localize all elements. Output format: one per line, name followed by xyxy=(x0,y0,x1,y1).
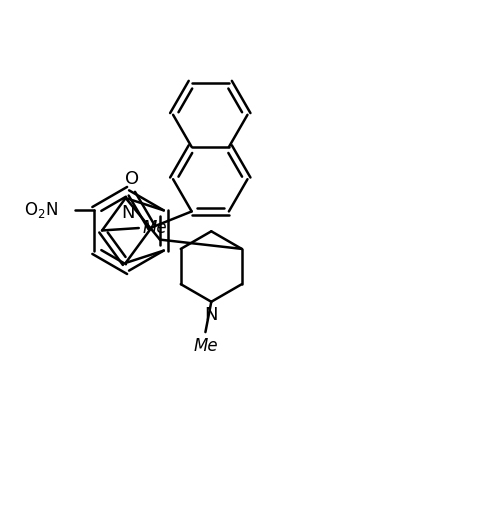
Text: N: N xyxy=(121,204,135,222)
Text: Me: Me xyxy=(143,219,167,237)
Text: O: O xyxy=(125,170,139,188)
Text: O$_2$N: O$_2$N xyxy=(24,200,57,220)
Text: N: N xyxy=(204,306,218,324)
Text: Me: Me xyxy=(193,337,218,355)
